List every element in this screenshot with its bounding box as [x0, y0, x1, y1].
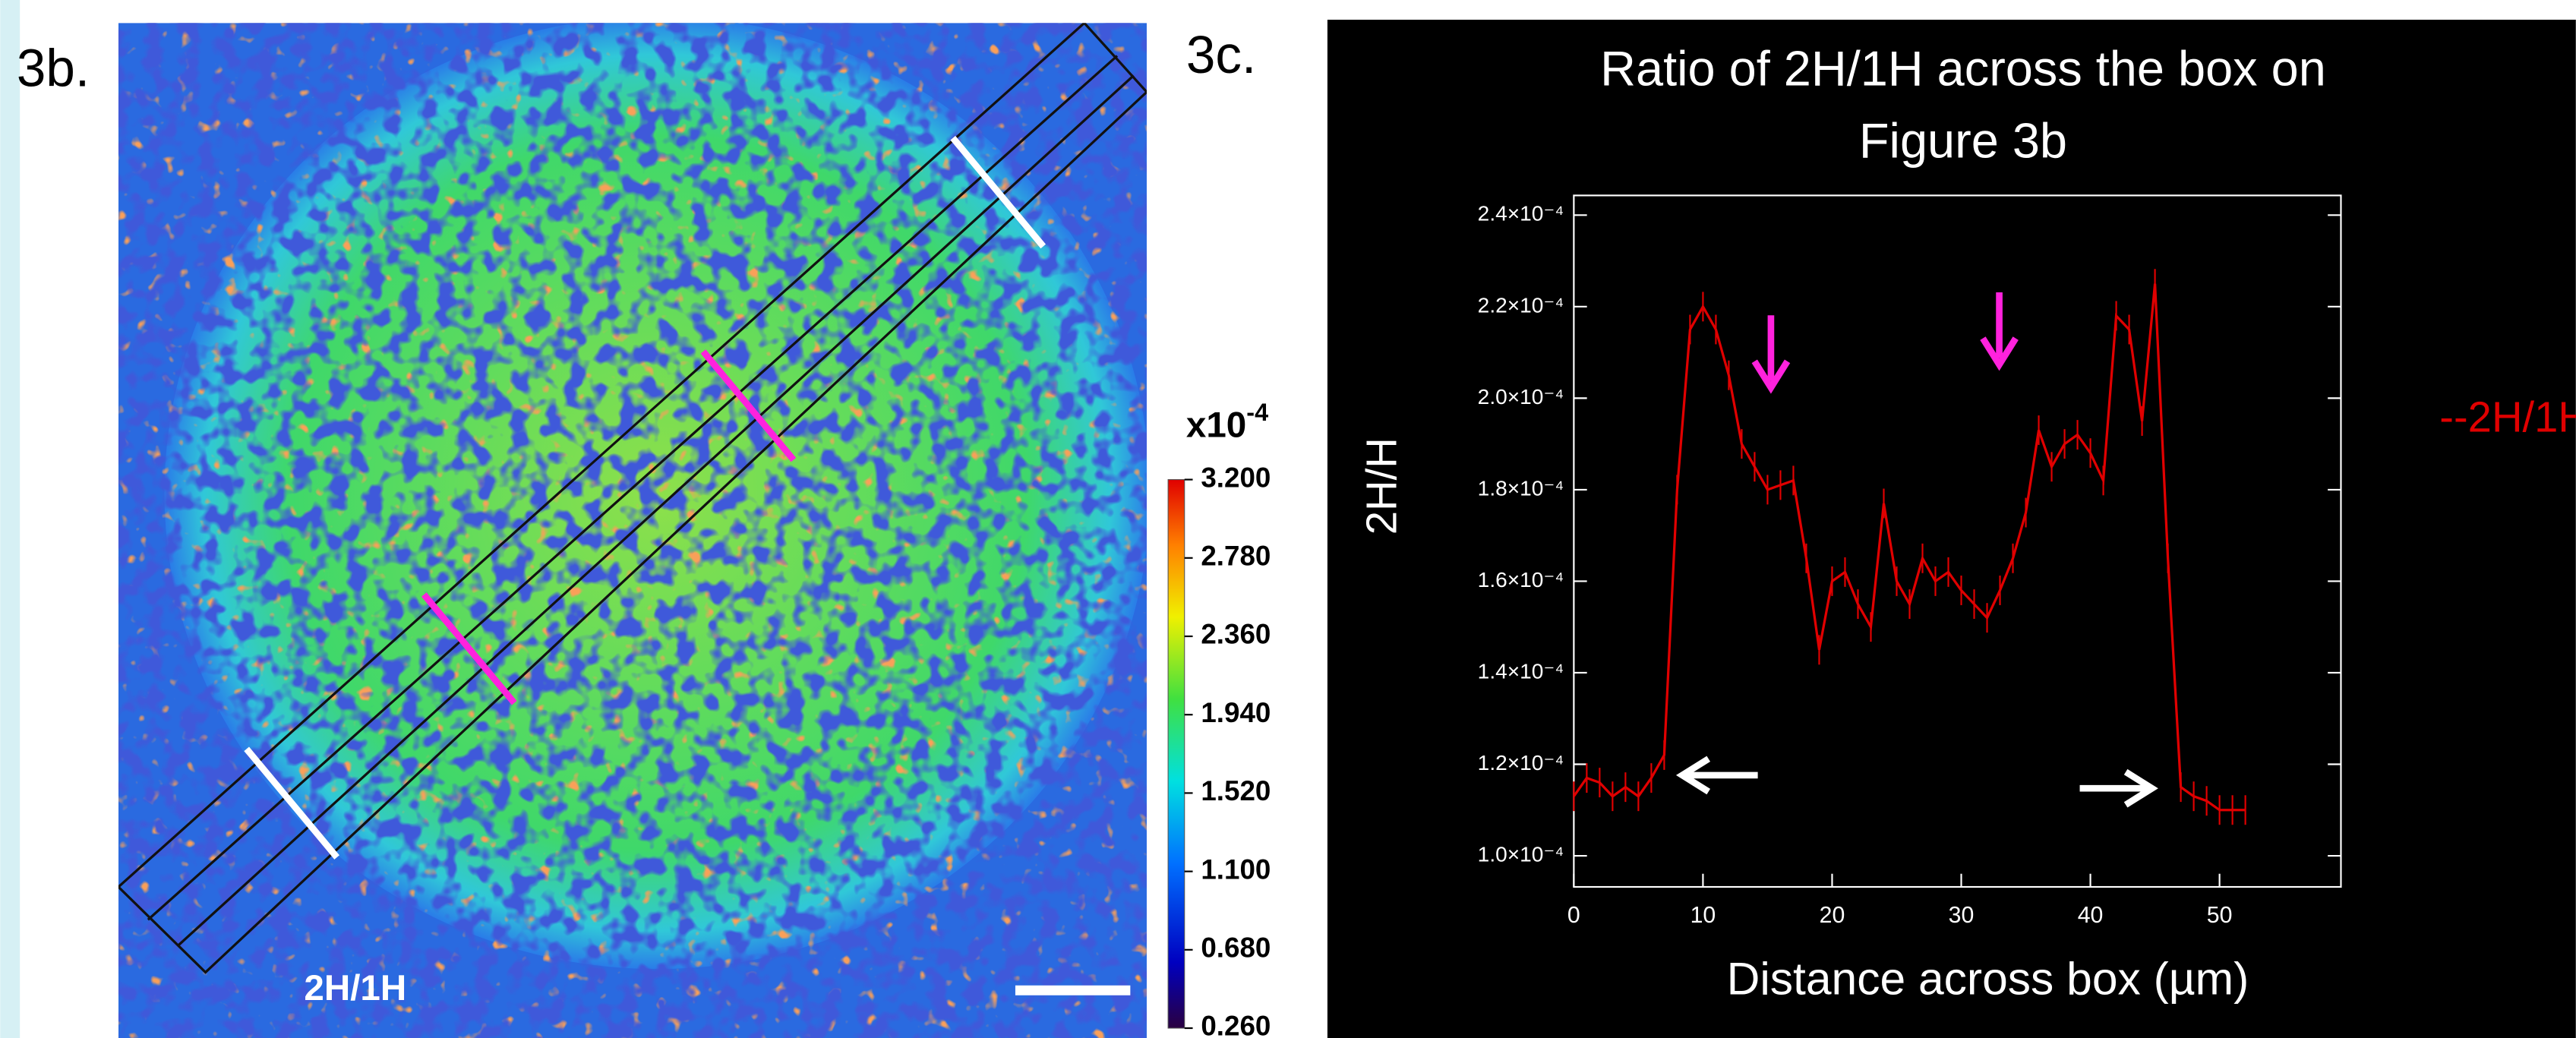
chart-background — [1327, 19, 2576, 1038]
side-strip — [0, 0, 21, 1038]
analysis-box — [118, 23, 1147, 974]
image-label: 2H/1H — [304, 968, 406, 1008]
y-tick-label: 2.0×10⁻⁴ — [1478, 385, 1564, 409]
y-tick-label: 1.4×10⁻⁴ — [1478, 659, 1564, 683]
colorbar-tick-label: 0.680 — [1201, 932, 1271, 964]
y-tick-label: 1.0×10⁻⁴ — [1478, 842, 1564, 866]
y-tick-label: 1.2×10⁻⁴ — [1478, 751, 1564, 775]
colorbar-exponent: -4 — [1246, 399, 1268, 426]
x-tick-label: 10 — [1690, 903, 1716, 928]
colorbar-label: x10-4 — [1186, 399, 1268, 445]
plot: 0 10 20 30 40 50 1.0×10⁻⁴ 1.2×10⁻⁴ 1.4×10⁻⁴ 1.6×1… — [1478, 202, 2341, 928]
chart-title: Figure 3b — [1859, 112, 2067, 168]
colorbar-tick-label: 0.260 — [1201, 1011, 1271, 1038]
colorbar-base: x10 — [1186, 405, 1246, 445]
x-tick-label: 30 — [1949, 903, 1975, 928]
boundary-marks — [244, 135, 1046, 860]
x-tick-label: 20 — [1820, 903, 1845, 928]
annotation-arrows — [1675, 292, 2158, 808]
x-axis-label: Distance across box (µm) — [1727, 952, 2249, 1004]
plot-frame — [1573, 194, 2342, 888]
y-tick-label: 2.2×10⁻⁴ — [1478, 293, 1564, 317]
legend: --2H/1H — [2439, 393, 2576, 441]
colorbar — [1167, 479, 1185, 1029]
y-tick-label: 2.4×10⁻⁴ — [1478, 202, 1564, 226]
colorbar-tick-label: 2.360 — [1201, 619, 1271, 650]
panel-label: 3b. — [17, 38, 90, 97]
y-axis-label: 2H/H — [1357, 437, 1405, 535]
colorbar-tick-label: 1.940 — [1201, 697, 1271, 728]
x-tick-label: 50 — [2207, 903, 2233, 928]
colorbar-tick-label: 1.520 — [1201, 775, 1271, 806]
y-tick-label: 1.6×10⁻⁴ — [1478, 568, 1564, 592]
x-tick-label: 40 — [2078, 903, 2104, 928]
colorbar-tick-label: 2.780 — [1201, 541, 1271, 572]
y-tick-label: 1.8×10⁻⁴ — [1478, 476, 1564, 500]
colorbar-tick-label: 1.100 — [1201, 853, 1271, 885]
chart-title: Ratio of 2H/1H across the box on — [1600, 40, 2326, 96]
colorbar-tick-label: 3.200 — [1201, 462, 1271, 493]
panel-label: 3c. — [1186, 25, 1256, 84]
x-tick-label: 0 — [1567, 903, 1580, 928]
heatmap: 2H/1H — [118, 23, 1147, 1038]
colorbar-ticks: 3.200 2.780 2.360 1.940 1.520 1.100 0.680 0.260 — [1184, 462, 1271, 1038]
